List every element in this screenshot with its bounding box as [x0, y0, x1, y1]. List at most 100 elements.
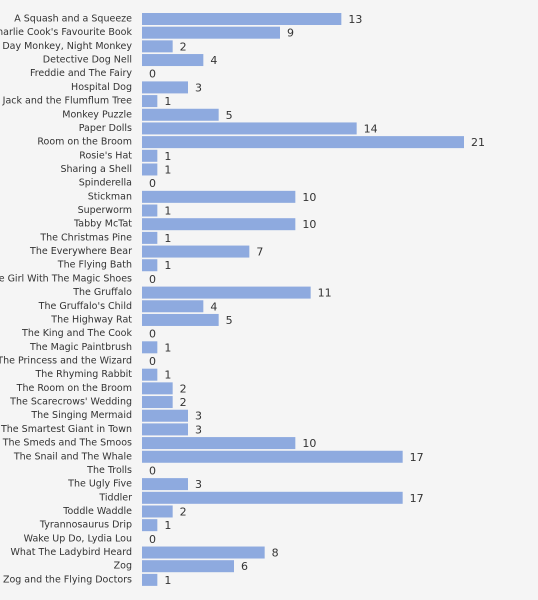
bar: [142, 218, 296, 231]
category-label: Superworm: [78, 205, 132, 216]
category-label: The Singing Mermaid: [30, 410, 132, 421]
value-label: 3: [195, 410, 202, 423]
bar: [142, 122, 357, 135]
category-label: Spinderella: [79, 178, 132, 189]
category-label: The Smeds and The Smoos: [2, 438, 132, 449]
category-label: Toddle Waddle: [62, 506, 132, 517]
value-label: 0: [149, 355, 156, 368]
bar: [142, 95, 158, 108]
value-label: 8: [272, 547, 279, 560]
bar: [142, 313, 219, 326]
bar: [142, 81, 188, 94]
value-label: 1: [164, 369, 171, 382]
value-label: 1: [164, 163, 171, 176]
value-label: 6: [241, 560, 248, 573]
category-label: Wake Up Do, Lydia Lou: [24, 533, 132, 544]
category-label: Detective Dog Nell: [43, 55, 132, 66]
value-label: 1: [164, 95, 171, 108]
value-label: 10: [302, 218, 316, 231]
bar: [142, 546, 265, 559]
bar: [142, 409, 188, 422]
bar: [142, 423, 188, 436]
value-label: 3: [195, 478, 202, 491]
value-label: 10: [302, 191, 316, 204]
category-label: The Smartest Giant in Town: [0, 424, 132, 435]
value-label: 1: [164, 574, 171, 587]
category-label: The Rhyming Rabbit: [34, 369, 132, 380]
category-label: The Christmas Pine: [39, 232, 132, 243]
value-label: 4: [210, 54, 217, 67]
bar: [142, 396, 173, 409]
value-label: 0: [149, 464, 156, 477]
value-label: 11: [318, 287, 332, 300]
value-label: 1: [164, 519, 171, 532]
bar: [142, 519, 158, 532]
category-label: Stickman: [88, 191, 132, 202]
category-label: Room on the Broom: [37, 137, 132, 148]
value-label: 1: [164, 150, 171, 163]
category-label: Hospital Dog: [71, 82, 132, 93]
category-label: The King and The Cook: [21, 328, 132, 339]
category-label: Tyrannosaurus Drip: [39, 520, 132, 531]
value-label: 1: [164, 232, 171, 245]
category-label: The Flying Bath: [57, 260, 132, 271]
bar: [142, 286, 311, 299]
value-label: 0: [149, 533, 156, 546]
bar: [142, 204, 158, 217]
category-label: Jack and the Flumflum Tree: [2, 96, 132, 107]
value-label: 1: [164, 259, 171, 272]
bar: [142, 190, 296, 203]
category-label: What The Ladybird Heard: [11, 547, 132, 558]
bar: [142, 136, 464, 149]
value-label: 7: [256, 246, 263, 259]
value-label: 13: [348, 13, 362, 26]
bar: [142, 54, 204, 67]
category-label: The Room on the Broom: [16, 383, 132, 394]
category-label: The Scarecrows' Wedding: [9, 397, 132, 408]
category-label: The Ugly Five: [67, 479, 132, 490]
value-label: 2: [180, 396, 187, 409]
bar: [142, 149, 158, 162]
value-label: 14: [364, 122, 378, 135]
category-label: Freddie and The Fairy: [30, 68, 132, 79]
bar: [142, 163, 158, 176]
category-label: Zog and the Flying Doctors: [3, 574, 132, 585]
value-label: 1: [164, 341, 171, 354]
value-label: 17: [410, 492, 424, 505]
category-label: Sharing a Shell: [60, 164, 132, 175]
category-label: Paper Dolls: [79, 123, 132, 134]
bar: [142, 231, 158, 244]
value-label: 2: [180, 382, 187, 395]
value-label: 4: [210, 300, 217, 313]
bar: [142, 40, 173, 53]
category-label: Day Monkey, Night Monkey: [2, 41, 132, 52]
category-label: Tiddler: [98, 492, 132, 503]
bar: [142, 245, 250, 258]
bar: [142, 26, 280, 39]
value-label: 0: [149, 68, 156, 81]
category-label: Tabby McTat: [73, 219, 132, 230]
bar: [142, 505, 173, 518]
bar: [142, 108, 219, 121]
bar: [142, 478, 188, 491]
category-label: The Everywhere Bear: [29, 246, 132, 257]
value-label: 9: [287, 27, 294, 40]
category-label: Charlie Cook's Favourite Book: [0, 27, 132, 38]
value-label: 10: [302, 437, 316, 450]
value-label: 0: [149, 273, 156, 286]
value-label: 3: [195, 423, 202, 436]
value-label: 2: [180, 40, 187, 53]
value-label: 0: [149, 177, 156, 190]
value-label: 1: [164, 205, 171, 218]
category-label: The Gruffalo's Child: [38, 301, 132, 312]
category-label: The Highway Rat: [50, 314, 132, 325]
bar: [142, 341, 158, 354]
category-label: A Squash and a Squeeze: [14, 14, 132, 25]
value-label: 21: [471, 136, 485, 149]
category-label: The Magic Paintbrush: [29, 342, 132, 353]
bar: [142, 259, 158, 272]
value-label: 5: [226, 314, 233, 327]
category-label: The Princess and the Wizard: [0, 356, 132, 367]
